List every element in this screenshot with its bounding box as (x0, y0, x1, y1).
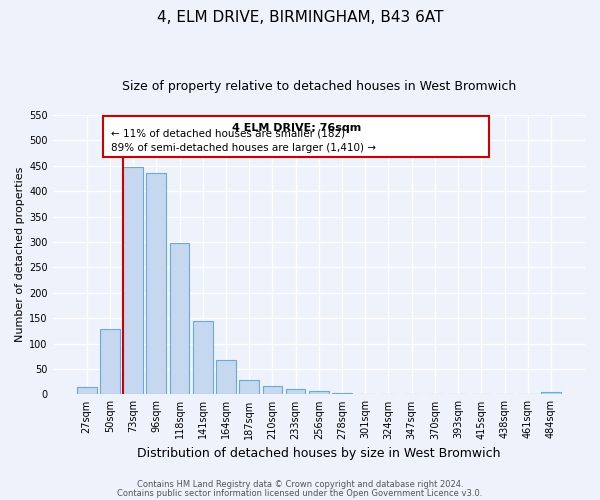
Bar (193, 321, 212, 394)
Bar (100, 330, 120, 394)
FancyBboxPatch shape (103, 116, 489, 157)
Bar (77, 387, 97, 394)
Bar (286, 390, 305, 394)
Bar (309, 392, 329, 394)
Bar (170, 243, 190, 394)
Bar (263, 386, 282, 394)
Text: Contains HM Land Registry data © Crown copyright and database right 2024.: Contains HM Land Registry data © Crown c… (137, 480, 463, 489)
Text: 4, ELM DRIVE, BIRMINGHAM, B43 6AT: 4, ELM DRIVE, BIRMINGHAM, B43 6AT (157, 10, 443, 25)
Text: 89% of semi-detached houses are larger (1,410) →: 89% of semi-detached houses are larger (… (111, 143, 376, 153)
Bar (541, 392, 561, 394)
Text: Contains public sector information licensed under the Open Government Licence v3: Contains public sector information licen… (118, 488, 482, 498)
Y-axis label: Number of detached properties: Number of detached properties (15, 167, 25, 342)
Bar (332, 393, 352, 394)
X-axis label: Distribution of detached houses by size in West Bromwich: Distribution of detached houses by size … (137, 447, 500, 460)
Bar (123, 167, 143, 394)
Text: 4 ELM DRIVE: 76sqm: 4 ELM DRIVE: 76sqm (232, 124, 361, 134)
Text: ← 11% of detached houses are smaller (182): ← 11% of detached houses are smaller (18… (111, 128, 346, 138)
Title: Size of property relative to detached houses in West Bromwich: Size of property relative to detached ho… (122, 80, 516, 93)
Bar (146, 174, 166, 394)
Bar (239, 380, 259, 394)
Bar (216, 360, 236, 394)
